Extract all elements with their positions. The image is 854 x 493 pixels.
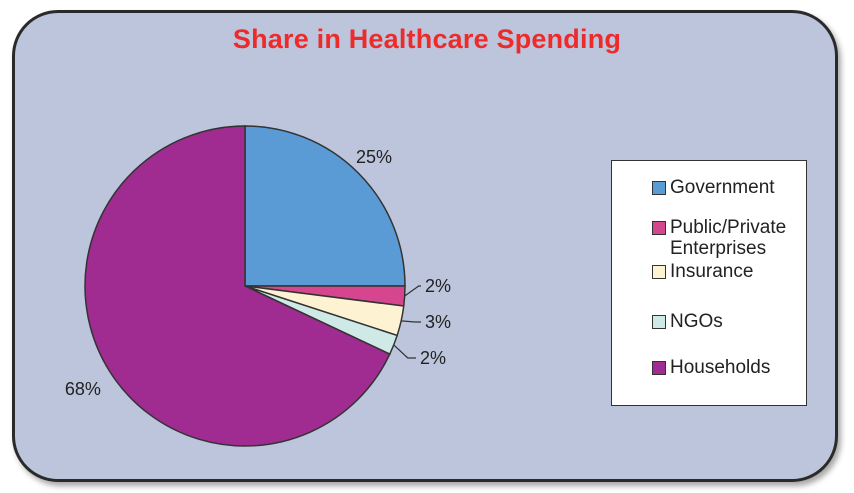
chart-title: Share in Healthcare Spending: [232, 24, 622, 54]
leader-line-public-private-enterprises: [404, 285, 421, 297]
legend-label: Government: [670, 177, 775, 198]
leader-line-ngos: [393, 344, 416, 359]
pie-slices: [84, 125, 406, 447]
pie-slice-government: [244, 125, 406, 287]
legend-label: Public/Private Enterprises: [670, 217, 787, 259]
leader-line-insurance: [401, 320, 421, 323]
legend-item-government: Government: [652, 177, 820, 198]
legend-label: Insurance: [670, 261, 754, 282]
slice-label-insurance: 3%: [425, 312, 451, 332]
legend-label: NGOs: [670, 311, 723, 332]
legend-swatch-households: [652, 361, 666, 375]
legend: Government Public/Private Enterprises In…: [611, 160, 807, 406]
legend-item-ngos: NGOs: [652, 311, 820, 332]
slice-label-ngos: 2%: [420, 348, 446, 368]
legend-item-public-private-enterprises: Public/Private Enterprises: [652, 217, 820, 259]
slice-label-government: 25%: [356, 147, 392, 167]
pie-slice-households: [84, 125, 391, 447]
leader-lines: [393, 285, 421, 359]
legend-swatch-public-private-enterprises: [652, 221, 666, 235]
legend-swatch-government: [652, 181, 666, 195]
slice-label-public-private-enterprises: 2%: [425, 276, 451, 296]
legend-swatch-ngos: [652, 315, 666, 329]
legend-label: Households: [670, 357, 771, 378]
legend-item-insurance: Insurance: [652, 261, 820, 282]
slice-labels: 25% 2% 3% 2% 68%: [65, 147, 451, 399]
legend-item-households: Households: [652, 357, 820, 378]
slice-label-households: 68%: [65, 379, 101, 399]
legend-swatch-insurance: [652, 265, 666, 279]
